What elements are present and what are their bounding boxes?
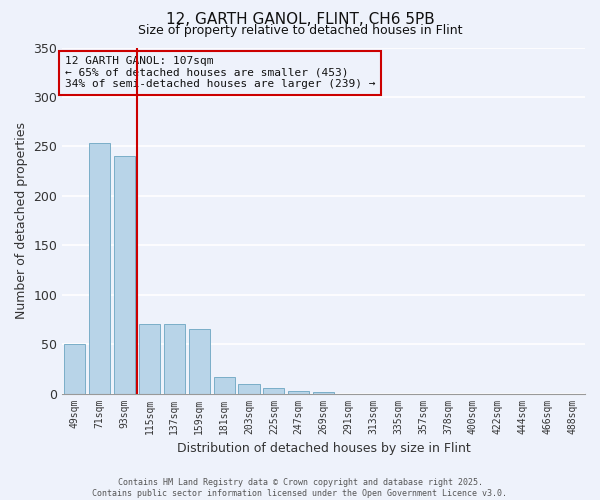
Bar: [64, 344, 85, 394]
X-axis label: Distribution of detached houses by size in Flint: Distribution of detached houses by size …: [177, 442, 470, 455]
Bar: [89, 144, 110, 394]
Bar: [263, 388, 284, 394]
Y-axis label: Number of detached properties: Number of detached properties: [15, 122, 28, 319]
Text: 12 GARTH GANOL: 107sqm
← 65% of detached houses are smaller (453)
34% of semi-de: 12 GARTH GANOL: 107sqm ← 65% of detached…: [65, 56, 376, 90]
Text: 12, GARTH GANOL, FLINT, CH6 5PB: 12, GARTH GANOL, FLINT, CH6 5PB: [166, 12, 434, 28]
Text: Contains HM Land Registry data © Crown copyright and database right 2025.
Contai: Contains HM Land Registry data © Crown c…: [92, 478, 508, 498]
Bar: [164, 324, 185, 394]
Bar: [313, 392, 334, 394]
Bar: [114, 156, 135, 394]
Text: Size of property relative to detached houses in Flint: Size of property relative to detached ho…: [138, 24, 462, 37]
Bar: [214, 376, 235, 394]
Bar: [288, 390, 310, 394]
Bar: [238, 384, 260, 394]
Bar: [139, 324, 160, 394]
Bar: [188, 330, 210, 394]
